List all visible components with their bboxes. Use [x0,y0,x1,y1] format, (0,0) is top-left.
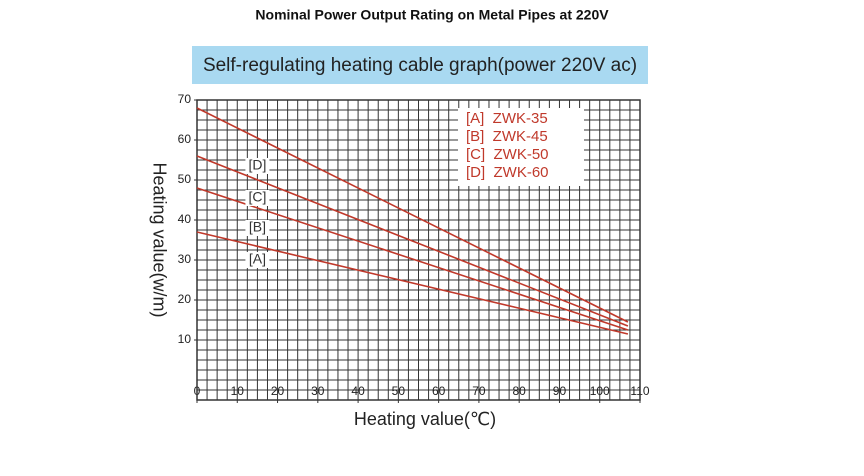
legend-entry: [B] ZWK-45 [466,128,548,145]
x-tick-label: 60 [432,384,446,398]
y-tick-label: 40 [178,212,192,226]
plot-frame [196,99,641,401]
series-line [196,187,629,331]
x-axis-label: Heating value(℃) [354,409,496,429]
annotation: [D] [248,157,266,173]
annotation-bg [245,220,270,236]
x-tick-label: 100 [590,384,610,398]
x-tick-label: 10 [231,384,245,398]
y-tick-label: 20 [178,292,192,306]
y-axis-label: Heating value(w/m) [149,162,169,317]
x-tick-label: 90 [553,384,567,398]
annotation-bg [245,158,270,174]
annotation: [B] [249,219,266,235]
x-tick-label: 40 [351,384,365,398]
y-tick-label: 30 [178,252,192,266]
annotation: [C] [248,189,266,205]
x-tick-label: 80 [513,384,527,398]
series-line [196,231,629,335]
x-tick-label: 20 [271,384,285,398]
chart-subtitle: Self-regulating heating cable graph(powe… [203,55,637,76]
annotation-bg [245,252,270,268]
x-tick-label: 30 [311,384,325,398]
subtitle-banner [192,46,648,84]
x-tick-label: 50 [392,384,406,398]
y-tick-label: 50 [178,172,192,186]
annotation-bg [245,190,270,206]
series-line [196,107,629,323]
legend-entry: [D] ZWK-60 [466,164,549,181]
y-tick-label: 70 [178,92,192,106]
legend-entry: [A] ZWK-35 [466,110,548,127]
series-line [196,155,629,327]
annotation: [A] [249,251,266,267]
y-tick-label: 10 [178,332,192,346]
chart-title: Nominal Power Output Rating on Metal Pip… [255,7,609,23]
y-tick-label: 60 [178,132,192,146]
x-tick-label: 70 [472,384,486,398]
legend-box [458,108,584,186]
legend-entry: [C] ZWK-50 [466,146,549,163]
